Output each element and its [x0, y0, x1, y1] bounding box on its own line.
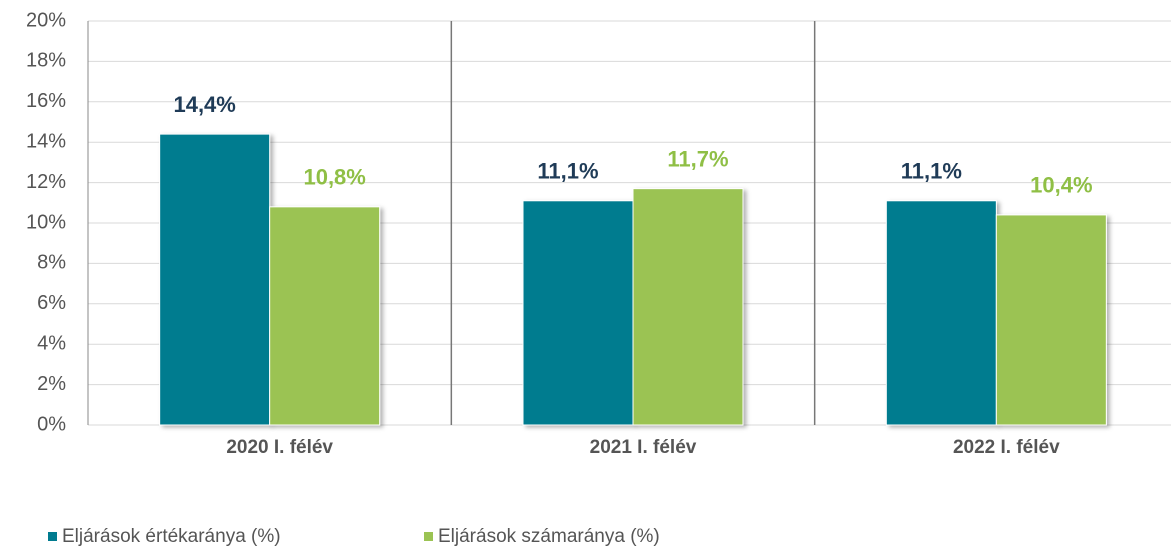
bar — [632, 188, 744, 426]
y-tick-label: 20% — [26, 9, 66, 31]
value-label: 10,4% — [1030, 173, 1092, 198]
y-tick-label: 14% — [26, 130, 66, 152]
y-tick-label: 6% — [37, 292, 66, 314]
y-tick-label: 8% — [37, 252, 66, 274]
bar — [995, 214, 1107, 426]
legend-swatch — [48, 532, 57, 541]
bar — [885, 200, 997, 426]
y-tick-label: 4% — [37, 332, 66, 354]
bar — [522, 200, 634, 426]
bar — [269, 206, 381, 426]
y-tick-label: 2% — [37, 373, 66, 395]
legend-label: Eljárások értékaránya (%) — [62, 526, 281, 547]
y-tick-label: 10% — [26, 211, 66, 233]
y-tick-label: 18% — [26, 50, 66, 72]
x-tick-label: 2022 I. félév — [953, 437, 1060, 458]
legend-swatch — [424, 532, 433, 541]
x-tick-label: 2021 I. félév — [590, 437, 697, 458]
y-tick-label: 16% — [26, 90, 66, 112]
value-label: 11,1% — [901, 159, 962, 184]
y-tick-label: 12% — [26, 171, 66, 193]
value-label: 14,4% — [173, 92, 235, 117]
y-tick-label: 0% — [37, 413, 66, 435]
legend-label: Eljárások számaránya (%) — [438, 526, 660, 547]
bar — [159, 133, 271, 426]
value-label: 11,7% — [667, 146, 728, 171]
value-label: 11,1% — [537, 159, 598, 184]
x-tick-label: 2020 I. félév — [226, 437, 333, 458]
value-label: 10,8% — [303, 165, 365, 190]
